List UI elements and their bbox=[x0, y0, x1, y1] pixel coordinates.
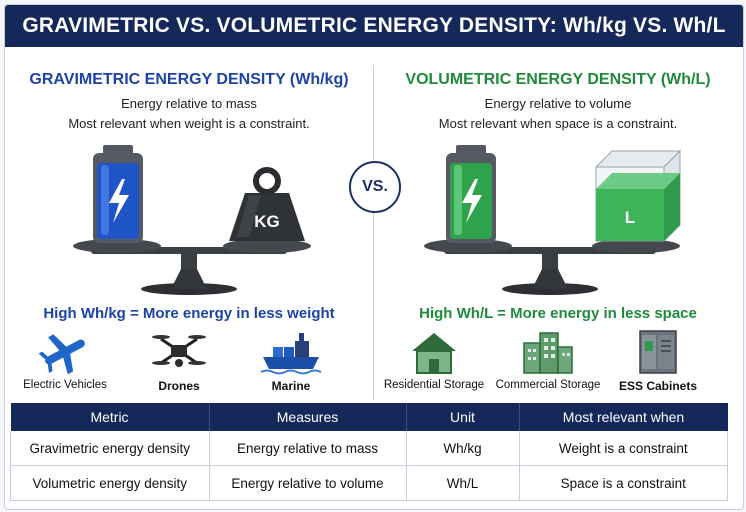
volumetric-line1: Energy relative to volume bbox=[484, 96, 632, 111]
volumetric-line2: Most relevant when space is a constraint… bbox=[438, 116, 678, 131]
table-header: Measures bbox=[209, 403, 407, 431]
kg-weight-icon: KG bbox=[229, 167, 305, 241]
app-marine: Marine bbox=[231, 329, 351, 393]
table-cell: Wh/kg bbox=[406, 431, 520, 466]
table-cell: Volumetric energy density bbox=[10, 465, 210, 501]
vs-badge: VS. bbox=[349, 161, 401, 213]
gravimetric-line2: Most relevant when weight is a constrain… bbox=[68, 116, 310, 131]
app-label: Commercial Storage bbox=[495, 379, 601, 391]
battery-icon bbox=[93, 145, 143, 243]
table-cell: Energy relative to volume bbox=[209, 465, 407, 501]
table-header-row: Metric Measures Unit Most relevant when bbox=[10, 403, 728, 431]
comparison-table: Metric Measures Unit Most relevant when … bbox=[10, 403, 728, 501]
app-electric-vehicles: Electric Vehicles bbox=[5, 329, 125, 391]
app-drones: Drones bbox=[119, 329, 239, 393]
volumetric-panel: VOLUMETRIC ENERGY DENSITY (Wh/L) Energy … bbox=[374, 47, 742, 402]
balance-scale-gravimetric: KG bbox=[73, 145, 311, 295]
balance-scale-volumetric: L bbox=[424, 145, 682, 295]
app-residential-storage: Residential Storage bbox=[374, 329, 494, 391]
table-cell: Gravimetric energy density bbox=[10, 431, 210, 466]
app-label: Residential Storage bbox=[383, 379, 485, 391]
building-icon bbox=[523, 332, 573, 374]
app-label: Drones bbox=[158, 379, 200, 393]
table-row: Gravimetric energy density Energy relati… bbox=[10, 431, 728, 466]
volumetric-heading: VOLUMETRIC ENERGY DENSITY (Wh/L) bbox=[405, 71, 711, 88]
table-header: Most relevant when bbox=[519, 403, 728, 431]
app-ess-cabinets: ESS Cabinets bbox=[598, 329, 718, 393]
drone-icon bbox=[152, 335, 206, 367]
liter-cube-icon: L bbox=[594, 149, 682, 243]
gravimetric-heading: GRAVIMETRIC ENERGY DENSITY (Wh/kg) bbox=[29, 71, 349, 88]
battery-icon bbox=[446, 145, 496, 243]
table-row: Volumetric energy density Energy relativ… bbox=[10, 465, 728, 501]
app-label: Electric Vehicles bbox=[23, 379, 107, 391]
table-cell: Weight is a constraint bbox=[519, 431, 728, 466]
gravimetric-tagline: High Wh/kg = More energy in less weight bbox=[43, 305, 335, 322]
infographic-frame: GRAVIMETRIC VS. VOLUMETRIC ENERGY DENSIT… bbox=[4, 4, 744, 510]
app-label: Marine bbox=[271, 379, 311, 393]
page-title: GRAVIMETRIC VS. VOLUMETRIC ENERGY DENSIT… bbox=[5, 5, 743, 47]
table-cell: Energy relative to mass bbox=[209, 431, 407, 466]
airplane-icon bbox=[38, 334, 85, 375]
gravimetric-panel: GRAVIMETRIC ENERGY DENSITY (Wh/kg) Energ… bbox=[5, 47, 373, 402]
house-icon bbox=[412, 333, 456, 374]
cabinet-icon bbox=[639, 330, 677, 374]
table-cell: Space is a constraint bbox=[519, 465, 728, 501]
center-divider bbox=[373, 65, 374, 400]
table-header: Unit bbox=[406, 403, 520, 431]
table-header: Metric bbox=[10, 403, 210, 431]
kg-weight-label: KG bbox=[254, 212, 280, 231]
table-cell: Wh/L bbox=[406, 465, 520, 501]
gravimetric-line1: Energy relative to mass bbox=[121, 96, 257, 111]
app-commercial-storage: Commercial Storage bbox=[488, 329, 608, 391]
volumetric-tagline: High Wh/L = More energy in less space bbox=[419, 305, 697, 322]
ship-icon bbox=[260, 333, 322, 375]
app-label: ESS Cabinets bbox=[618, 379, 698, 393]
liter-label: L bbox=[625, 208, 635, 227]
